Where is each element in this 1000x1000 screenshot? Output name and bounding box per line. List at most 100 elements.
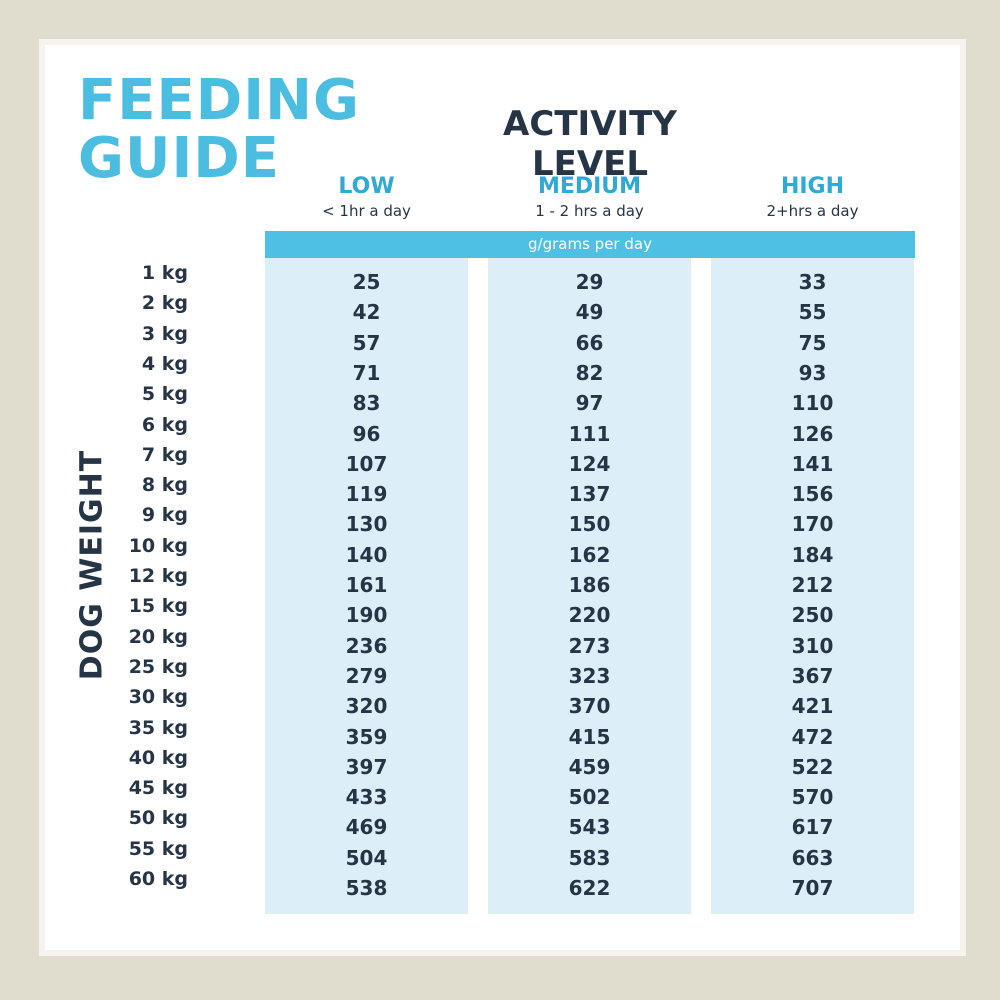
weight-label: 12 kg — [128, 565, 188, 587]
cell-value: 504 — [345, 845, 388, 870]
cell-value: 107 — [345, 451, 388, 476]
weight-label: 6 kg — [141, 413, 188, 436]
cell-value: 415 — [568, 724, 611, 749]
cell-value: 622 — [568, 876, 611, 900]
cell-value: 190 — [345, 603, 388, 628]
cell-value: 71 — [352, 360, 381, 385]
cell-value: 538 — [345, 876, 388, 900]
cell-value: 130 — [345, 512, 388, 537]
column-name: LOW — [338, 174, 395, 199]
weight-label: 4 kg — [141, 352, 188, 375]
column-subtitle: < 1hr a day — [322, 202, 411, 220]
cell-value: 543 — [568, 815, 611, 840]
cell-value: 212 — [791, 573, 834, 597]
cell-value: 156 — [791, 482, 834, 507]
cell-value: 522 — [791, 754, 834, 779]
cell-value: 49 — [575, 300, 604, 325]
weight-label: 10 kg — [128, 534, 188, 557]
weight-label: 45 kg — [128, 777, 188, 800]
weight-label: 5 kg — [141, 383, 188, 406]
weight-label: 2 kg — [141, 292, 188, 315]
cell-value: 29 — [575, 270, 604, 294]
cell-value: 220 — [568, 603, 611, 628]
weight-label: 8 kg — [141, 474, 188, 497]
cell-value: 126 — [791, 421, 834, 446]
cell-value: 110 — [791, 391, 834, 416]
cell-value: 433 — [345, 785, 388, 810]
cell-value: 469 — [345, 815, 388, 840]
cell-value: 502 — [568, 785, 611, 810]
weight-label: 50 kg — [128, 807, 188, 830]
weight-label: 1 kg — [141, 262, 188, 284]
column-background — [488, 258, 691, 914]
column-background — [265, 258, 468, 914]
column-background — [711, 258, 914, 914]
cell-value: 310 — [791, 633, 834, 658]
cell-value: 367 — [791, 663, 834, 688]
cell-value: 96 — [352, 421, 381, 446]
cell-value: 93 — [798, 360, 827, 385]
cell-value: 119 — [345, 482, 388, 507]
weight-label: 30 kg — [128, 686, 188, 709]
column-name: MEDIUM — [537, 174, 642, 199]
cell-value: 184 — [791, 542, 834, 567]
cell-value: 186 — [568, 573, 611, 597]
row-axis-label: DOG WEIGHT — [74, 449, 110, 681]
title-line: GUIDE — [78, 126, 281, 191]
cell-value: 279 — [345, 663, 388, 688]
cell-value: 663 — [791, 845, 834, 870]
cell-value: 273 — [568, 633, 611, 658]
cell-value: 472 — [791, 724, 834, 749]
cell-value: 250 — [791, 603, 834, 628]
cell-value: 83 — [352, 391, 381, 416]
cell-value: 97 — [575, 391, 604, 416]
cell-value: 141 — [791, 451, 834, 476]
cell-value: 359 — [345, 724, 388, 749]
cell-value: 124 — [568, 451, 611, 476]
weight-label: 15 kg — [128, 595, 188, 618]
weight-label: 20 kg — [128, 625, 188, 648]
cell-value: 583 — [568, 845, 611, 870]
cell-value: 236 — [345, 633, 388, 658]
cell-value: 25 — [352, 270, 381, 294]
cell-value: 162 — [568, 542, 611, 567]
cell-value: 55 — [798, 300, 827, 325]
cell-value: 570 — [791, 785, 834, 810]
cell-value: 617 — [791, 815, 834, 840]
cell-value: 82 — [575, 360, 604, 385]
cell-value: 707 — [791, 876, 834, 900]
weight-label: 3 kg — [141, 322, 188, 345]
cell-value: 370 — [568, 694, 611, 719]
cell-value: 320 — [345, 694, 388, 719]
cell-value: 42 — [352, 300, 381, 325]
cell-value: 75 — [798, 330, 827, 355]
cell-value: 66 — [575, 330, 604, 355]
cell-value: 323 — [568, 663, 611, 688]
cell-value: 161 — [345, 573, 388, 597]
unit-band: g/grams per day — [265, 231, 915, 258]
cell-value: 459 — [568, 754, 611, 779]
weight-label: 55 kg — [128, 837, 188, 860]
cell-value: 57 — [352, 330, 381, 355]
title: FEEDING GUIDE — [78, 72, 360, 188]
column-name: HIGH — [780, 174, 845, 199]
weight-label: 25 kg — [128, 655, 188, 678]
weight-label: 35 kg — [128, 716, 188, 739]
header: ACTIVITY LEVEL — [503, 104, 677, 184]
cell-value: 421 — [791, 694, 834, 719]
cell-value: 111 — [568, 421, 611, 446]
weight-label: 7 kg — [141, 443, 188, 466]
weight-label: 9 kg — [141, 504, 188, 527]
cell-value: 170 — [791, 512, 834, 537]
column-subtitle: 2+hrs a day — [766, 202, 859, 220]
cell-value: 150 — [568, 512, 611, 537]
weight-label: 60 kg — [128, 868, 188, 890]
cell-value: 137 — [568, 482, 611, 507]
cell-value: 33 — [798, 270, 827, 294]
cell-value: 397 — [345, 754, 388, 779]
weight-label: 40 kg — [128, 746, 188, 769]
cell-value: 140 — [345, 542, 388, 567]
column-subtitle: 1 - 2 hrs a day — [535, 202, 644, 220]
title-line: FEEDING — [78, 68, 360, 133]
